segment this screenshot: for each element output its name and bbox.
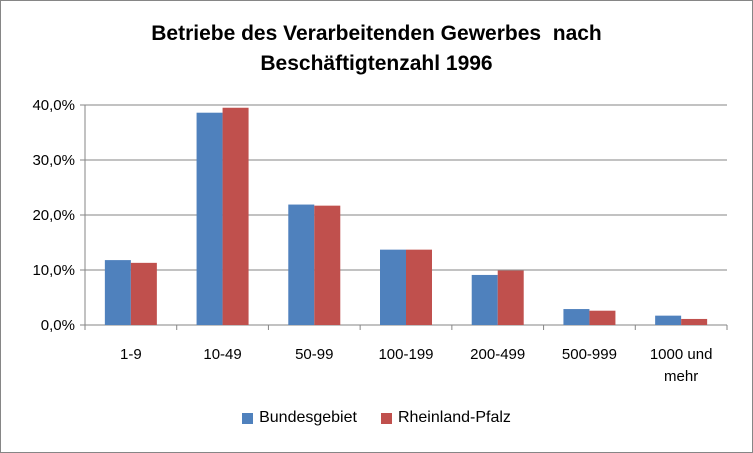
bar-bundesgebiet	[471, 274, 498, 325]
bar-bundesgebiet	[288, 204, 315, 325]
bar-rheinland-pfalz	[406, 249, 432, 325]
bar-bundesgebiet	[655, 315, 682, 325]
x-tick-label: 500-999	[562, 346, 617, 363]
x-tick-label: 50-99	[295, 346, 333, 363]
y-tick-label: 0,0%	[41, 317, 75, 334]
legend-item-rheinland-pfalz: Rheinland-Pfalz	[380, 409, 511, 427]
chart-legend: Bundesgebiet Rheinland-Pfalz	[1, 409, 752, 427]
y-tick-label: 40,0%	[32, 97, 75, 114]
bar-rheinland-pfalz	[130, 262, 157, 325]
legend-swatch-rheinland-pfalz	[380, 412, 392, 424]
legend-item-bundesgebiet: Bundesgebiet	[242, 409, 357, 427]
y-tick-label: 30,0%	[32, 152, 75, 169]
chart-title-line-1: Betriebe des Verarbeitenden Gewerbes nac…	[151, 22, 602, 45]
legend-label-bundesgebiet: Bundesgebiet	[259, 409, 357, 426]
chart-title-line-2: Beschäftigtenzahl 1996	[260, 52, 493, 75]
legend-label-rheinland-pfalz: Rheinland-Pfalz	[397, 409, 511, 426]
x-tick-label: 100-199	[378, 346, 433, 363]
x-tick-label: 1000 und	[650, 346, 713, 363]
bar-bundesgebiet	[380, 249, 406, 325]
x-tick-label: mehr	[664, 368, 698, 385]
bar-bundesgebiet	[104, 260, 131, 325]
y-tick-label: 10,0%	[32, 262, 75, 279]
y-tick-label: 20,0%	[32, 207, 75, 224]
bar-rheinland-pfalz	[681, 318, 708, 325]
bar-rheinland-pfalz	[314, 205, 341, 325]
x-tick-label: 10-49	[203, 346, 241, 363]
x-tick-label: 200-499	[470, 346, 525, 363]
bar-rheinland-pfalz	[222, 107, 249, 325]
bar-rheinland-pfalz	[589, 310, 616, 325]
bar-bundesgebiet	[563, 309, 590, 325]
legend-swatch-bundesgebiet	[242, 412, 254, 424]
chart-title: Betriebe des Verarbeitenden Gewerbes nac…	[1, 19, 752, 79]
bar-rheinland-pfalz	[497, 270, 524, 325]
bar-bundesgebiet	[196, 112, 223, 325]
x-tick-label: 1-9	[120, 346, 142, 363]
